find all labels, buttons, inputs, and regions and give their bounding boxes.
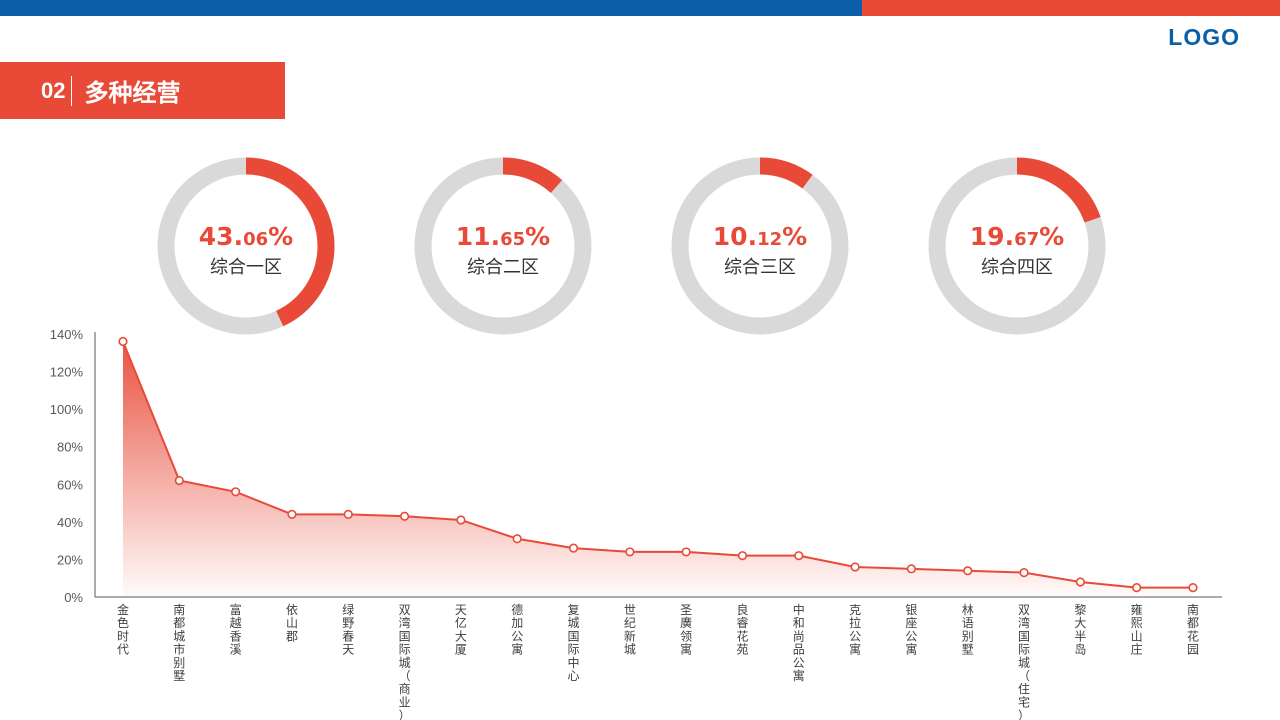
data-point bbox=[1075, 577, 1085, 587]
y-tick-label: 140% bbox=[50, 327, 84, 342]
donut-label: 综合一区 bbox=[210, 257, 282, 278]
data-point bbox=[118, 336, 128, 347]
top-accent-bar-red bbox=[862, 0, 1280, 16]
data-point bbox=[512, 534, 522, 544]
donut-label: 综合三区 bbox=[724, 257, 796, 278]
x-tick-label: 绿野春天 bbox=[342, 602, 354, 657]
data-point bbox=[231, 487, 241, 497]
data-point bbox=[1019, 567, 1029, 578]
donut-ring bbox=[671, 157, 849, 335]
x-tick-label: 南都花园 bbox=[1187, 602, 1199, 657]
x-tick-label: 银座公寓 bbox=[905, 603, 917, 657]
donut-zone-4: 19.67% 综合四区 bbox=[927, 156, 1107, 336]
data-point bbox=[681, 547, 691, 557]
donut-value-arc bbox=[157, 157, 335, 335]
x-tick-label: 德加公寓 bbox=[511, 602, 523, 657]
data-point bbox=[174, 475, 184, 486]
x-tick-label: 复城国际中心 bbox=[568, 603, 580, 683]
y-tick-label: 40% bbox=[57, 515, 83, 530]
section-header: 02 多种经营 bbox=[0, 62, 285, 119]
donut-percent: 19.67% bbox=[927, 222, 1107, 251]
donut-zone-2: 11.65% 综合二区 bbox=[413, 156, 593, 336]
y-tick-label: 60% bbox=[57, 477, 83, 492]
y-tick-label: 100% bbox=[50, 402, 84, 417]
series-line bbox=[122, 341, 1193, 589]
x-tick-label: 黎大半岛 bbox=[1074, 603, 1086, 657]
area-fill bbox=[123, 341, 1193, 597]
donut-percent-main: 10. bbox=[712, 222, 758, 251]
data-point bbox=[568, 543, 579, 553]
donut-percent-decimal: 12 bbox=[757, 229, 783, 250]
donut-percent-sign: % bbox=[525, 222, 551, 251]
x-tick-label: 双湾国际城（商业） bbox=[399, 603, 411, 720]
x-tick-label: 世纪新城 bbox=[624, 603, 636, 657]
y-tick-label: 120% bbox=[50, 365, 84, 380]
donut-value-arc bbox=[671, 157, 849, 335]
y-tick-label: 20% bbox=[57, 552, 83, 567]
x-tick-label: 圣廣领寓 bbox=[680, 603, 692, 657]
donut-percent-main: 19. bbox=[969, 222, 1015, 251]
data-point bbox=[287, 509, 297, 519]
section-divider bbox=[71, 75, 73, 106]
data-point bbox=[794, 551, 804, 561]
data-point bbox=[1132, 583, 1142, 593]
donut-percent-sign: % bbox=[268, 222, 294, 251]
donut-percent: 43.06% bbox=[156, 222, 336, 251]
donut-percent-main: 43. bbox=[198, 222, 244, 251]
data-point bbox=[625, 547, 635, 557]
x-tick-label: 南都城市别墅 bbox=[173, 602, 185, 683]
data-point bbox=[456, 515, 466, 525]
section-number: 02 bbox=[41, 77, 66, 103]
donut-ring bbox=[157, 157, 335, 335]
x-tick-label: 双湾国际城（住宅） bbox=[1018, 603, 1030, 720]
y-tick-label: 80% bbox=[57, 440, 83, 455]
donut-label: 综合二区 bbox=[467, 257, 539, 278]
data-point bbox=[343, 509, 353, 519]
logo: LOGO bbox=[1168, 24, 1240, 50]
x-tick-label: 雍熙山庄 bbox=[1131, 602, 1143, 657]
x-tick-label: 金色时代 bbox=[117, 602, 129, 657]
x-tick-label: 林语别墅 bbox=[962, 603, 974, 657]
donut-percent: 11.65% bbox=[413, 222, 593, 251]
x-tick-label: 依山郡 bbox=[286, 602, 298, 643]
donut-zone-1: 43.06% 综合一区 bbox=[156, 156, 336, 336]
donut-percent: 10.12% bbox=[670, 222, 850, 251]
donut-percent-decimal: 65 bbox=[500, 229, 526, 250]
data-point bbox=[737, 551, 748, 561]
x-tick-label: 克拉公寓 bbox=[849, 603, 861, 657]
y-tick-label: 0% bbox=[64, 590, 83, 605]
donut-percent-main: 11. bbox=[455, 222, 501, 251]
donut-ring bbox=[928, 157, 1106, 335]
x-tick-label: 富越香溪 bbox=[230, 602, 242, 657]
data-point bbox=[850, 562, 860, 572]
section-title: 多种经营 bbox=[84, 79, 181, 107]
donut-label: 综合四区 bbox=[981, 257, 1053, 278]
x-tick-label: 天亿大厦 bbox=[455, 603, 467, 657]
donut-ring bbox=[414, 157, 592, 335]
area-chart: 0% 20% 40% 60% 80% 100% 120% 140% 金色时代 南都城市别墅 富越香溪… bbox=[50, 327, 1222, 720]
x-tick-label: 中和尚品公寓 bbox=[793, 602, 805, 683]
donut-value-arc bbox=[928, 157, 1106, 335]
top-accent-bar-blue bbox=[0, 0, 862, 16]
donut-zone-3: 10.12% 综合三区 bbox=[670, 156, 850, 336]
x-tick-label: 良睿花苑 bbox=[736, 602, 748, 657]
donut-value-arc bbox=[414, 157, 592, 335]
donut-percent-decimal: 06 bbox=[243, 229, 269, 250]
data-point bbox=[1188, 583, 1198, 593]
donut-percent-sign: % bbox=[782, 222, 808, 251]
data-point bbox=[906, 564, 917, 574]
donut-percent-decimal: 67 bbox=[1014, 229, 1040, 250]
data-point bbox=[963, 566, 973, 576]
donut-percent-sign: % bbox=[1039, 222, 1065, 251]
data-point bbox=[399, 511, 410, 521]
